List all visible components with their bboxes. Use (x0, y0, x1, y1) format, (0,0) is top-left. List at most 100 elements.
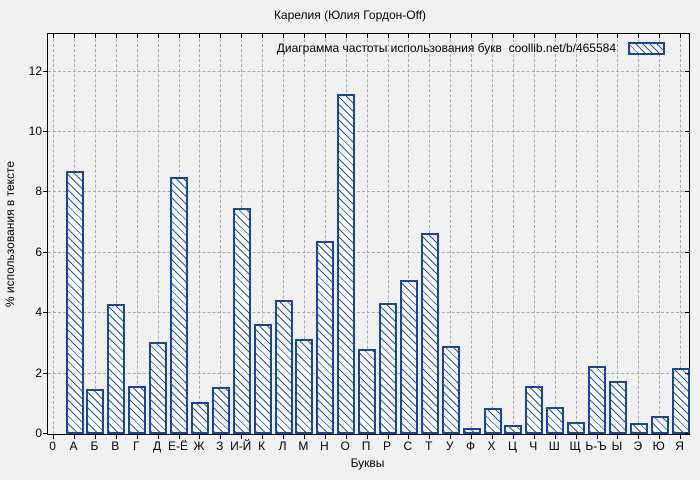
x-tick-label: Е-Ё (167, 439, 189, 453)
h-gridline (48, 251, 689, 253)
x-tick-mark (554, 34, 556, 38)
x-tick-label: Ц (507, 439, 517, 453)
v-gridline (554, 34, 556, 434)
h-gridline (48, 70, 689, 72)
v-gridline (471, 34, 473, 434)
h-gridline (48, 131, 689, 133)
bar-Б (86, 389, 105, 434)
y-tick-mark (43, 251, 47, 253)
x-tick-mark (450, 435, 452, 439)
x-tick-label: В (111, 439, 120, 453)
bar-Х (483, 408, 502, 434)
x-tick-label: Э (633, 439, 643, 453)
x-tick-label: К (258, 439, 266, 453)
x-tick-mark (115, 34, 117, 38)
x-tick-mark (283, 435, 284, 439)
x-tick-mark (74, 34, 75, 38)
x-tick-mark (366, 435, 368, 439)
v-gridline (53, 34, 55, 434)
x-tick-mark (157, 435, 159, 439)
y-tick-mark (685, 312, 689, 314)
y-tick-label: 12 (28, 63, 42, 78)
x-tick-mark (241, 435, 243, 439)
x-tick-label: И-Й (230, 439, 252, 453)
x-tick-mark (659, 34, 661, 38)
x-tick-mark (157, 34, 159, 38)
x-tick-mark (533, 435, 535, 439)
v-gridline (638, 34, 640, 434)
x-tick-mark (115, 435, 117, 439)
h-gridline (48, 191, 689, 193)
x-tick-mark (303, 34, 305, 38)
chart-title: Карелия (Юлия Гордон-Off) (273, 8, 427, 22)
bar-Ц (504, 425, 523, 434)
v-gridline (596, 34, 598, 434)
x-tick-mark (136, 435, 138, 439)
y-tick-mark (685, 191, 689, 193)
y-tick-mark (43, 191, 47, 193)
x-tick-mark (575, 435, 577, 439)
x-tick-mark (617, 435, 619, 439)
y-tick-label: 10 (28, 124, 42, 139)
x-tick-label: Р (382, 439, 392, 453)
x-tick-mark (324, 34, 326, 38)
v-gridline (408, 34, 410, 434)
x-tick-mark (94, 435, 96, 439)
x-tick-mark (471, 34, 473, 38)
v-gridline (617, 34, 619, 434)
x-tick-mark (596, 435, 598, 439)
y-tick-mark (685, 251, 689, 253)
y-tick-label: 4 (35, 305, 42, 320)
x-tick-mark (345, 435, 347, 439)
x-tick-mark (533, 34, 535, 38)
legend-label: Диаграмма частоты использования букв coo… (276, 41, 616, 55)
x-tick-mark (680, 34, 682, 38)
x-tick-mark (136, 34, 138, 38)
x-tick-mark (659, 435, 661, 439)
x-tick-mark (220, 435, 222, 439)
legend: Диаграмма частоты использования букв coo… (277, 41, 665, 55)
bar-У (441, 346, 460, 434)
y-tick-mark (43, 312, 47, 314)
bar-Д (149, 342, 168, 434)
x-tick-mark (366, 34, 368, 38)
x-tick-mark (617, 34, 619, 38)
y-tick-mark (685, 372, 689, 374)
plot-area: Диаграмма частоты использования букв coo… (43, 33, 690, 439)
bar-Г (128, 386, 147, 434)
y-tick-mark (685, 131, 689, 133)
v-gridline (680, 34, 682, 434)
bar-Ю (650, 416, 669, 434)
x-tick-mark (512, 34, 514, 38)
y-tick-label: 8 (35, 184, 42, 199)
bar-Щ (567, 422, 586, 434)
x-tick-mark (408, 435, 410, 439)
x-tick-label: Л (278, 439, 287, 453)
x-tick-label: Ж (193, 439, 205, 453)
x-tick-label: С (403, 439, 413, 453)
x-tick-mark (241, 34, 243, 38)
v-gridline (199, 34, 201, 434)
bar-Ж (190, 402, 209, 434)
bar-Е-Ё (170, 177, 188, 434)
y-tick-mark (43, 70, 47, 72)
x-tick-mark (262, 34, 264, 38)
bar-Ь-Ъ (588, 366, 606, 434)
v-gridline (533, 34, 535, 434)
x-tick-mark (387, 435, 389, 439)
y-tick-label: 6 (35, 244, 42, 259)
x-tick-label: Ш (548, 439, 560, 453)
bar-П (358, 349, 377, 434)
v-gridline (94, 34, 96, 434)
y-tick-mark (685, 433, 689, 434)
bar-Л (274, 300, 293, 434)
x-tick-mark (429, 435, 431, 439)
x-tick-label: Ы (611, 439, 623, 453)
bar-Н (316, 241, 335, 434)
x-axis-title: Буквы (350, 456, 385, 470)
bar-И-Й (232, 208, 251, 434)
bar-Э (629, 423, 648, 434)
x-tick-mark (450, 34, 452, 38)
x-tick-mark (345, 34, 347, 38)
x-tick-mark (53, 435, 55, 439)
